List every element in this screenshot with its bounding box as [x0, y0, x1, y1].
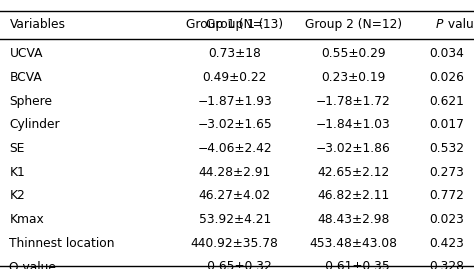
Text: Group 2 (N=12): Group 2 (N=12) — [305, 18, 401, 31]
Text: 0.621: 0.621 — [429, 95, 465, 108]
Text: 42.65±2.12: 42.65±2.12 — [317, 166, 389, 179]
Text: −4.06±2.42: −4.06±2.42 — [197, 142, 272, 155]
Text: K1: K1 — [9, 166, 25, 179]
Text: value: value — [444, 18, 474, 31]
Text: K2: K2 — [9, 189, 25, 202]
Text: 453.48±43.08: 453.48±43.08 — [309, 237, 397, 250]
Text: 0.772: 0.772 — [429, 189, 465, 202]
Text: 0.034: 0.034 — [429, 47, 465, 60]
Text: 44.28±2.91: 44.28±2.91 — [199, 166, 271, 179]
Text: Sphere: Sphere — [9, 95, 53, 108]
Text: 0.017: 0.017 — [429, 118, 465, 131]
Text: 46.82±2.11: 46.82±2.11 — [317, 189, 389, 202]
Text: Thinnest location: Thinnest location — [9, 237, 115, 250]
Text: −0.65±0.32: −0.65±0.32 — [197, 260, 272, 269]
Text: −1.84±1.03: −1.84±1.03 — [316, 118, 391, 131]
Text: 0.49±0.22: 0.49±0.22 — [202, 71, 267, 84]
Text: 0.55±0.29: 0.55±0.29 — [321, 47, 385, 60]
Text: 48.43±2.98: 48.43±2.98 — [317, 213, 389, 226]
Text: Group 1 (: Group 1 ( — [206, 18, 264, 31]
Text: −3.02±1.86: −3.02±1.86 — [316, 142, 391, 155]
Text: −0.61±0.35: −0.61±0.35 — [316, 260, 391, 269]
Text: 0.73±18: 0.73±18 — [208, 47, 261, 60]
Text: 53.92±4.21: 53.92±4.21 — [199, 213, 271, 226]
Text: Kmax: Kmax — [9, 213, 44, 226]
Text: 440.92±35.78: 440.92±35.78 — [191, 237, 279, 250]
Text: 0.423: 0.423 — [429, 237, 465, 250]
Text: Q value: Q value — [9, 260, 56, 269]
Text: 0.23±0.19: 0.23±0.19 — [321, 71, 385, 84]
Text: BCVA: BCVA — [9, 71, 42, 84]
Text: Variables: Variables — [9, 18, 65, 31]
Text: −1.78±1.72: −1.78±1.72 — [316, 95, 391, 108]
Text: −3.02±1.65: −3.02±1.65 — [197, 118, 272, 131]
Text: 46.27±4.02: 46.27±4.02 — [199, 189, 271, 202]
Text: 0.026: 0.026 — [429, 71, 465, 84]
Text: 0.023: 0.023 — [429, 213, 465, 226]
Text: Group 1 ( N=13): Group 1 ( N=13) — [187, 18, 287, 31]
Text: SE: SE — [9, 142, 25, 155]
Text: 0.328: 0.328 — [429, 260, 465, 269]
Text: UCVA: UCVA — [9, 47, 43, 60]
Text: Cylinder: Cylinder — [9, 118, 60, 131]
Text: 0.273: 0.273 — [429, 166, 465, 179]
Text: P: P — [436, 18, 444, 31]
Text: 0.532: 0.532 — [429, 142, 465, 155]
Text: −1.87±1.93: −1.87±1.93 — [197, 95, 272, 108]
Text: Group 1 (N=13): Group 1 (N=13) — [186, 18, 283, 31]
